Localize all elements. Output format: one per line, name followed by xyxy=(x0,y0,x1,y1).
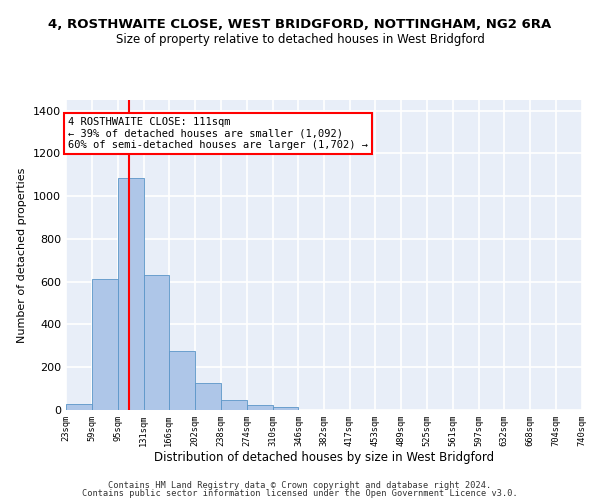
Text: 4 ROSTHWAITE CLOSE: 111sqm
← 39% of detached houses are smaller (1,092)
60% of s: 4 ROSTHWAITE CLOSE: 111sqm ← 39% of deta… xyxy=(68,117,368,150)
Text: Contains public sector information licensed under the Open Government Licence v3: Contains public sector information licen… xyxy=(82,489,518,498)
Bar xyxy=(66,404,92,410)
Bar xyxy=(169,351,195,410)
Text: Size of property relative to detached houses in West Bridgford: Size of property relative to detached ho… xyxy=(116,32,484,46)
Text: Distribution of detached houses by size in West Bridgford: Distribution of detached houses by size … xyxy=(154,451,494,464)
Text: 4, ROSTHWAITE CLOSE, WEST BRIDGFORD, NOTTINGHAM, NG2 6RA: 4, ROSTHWAITE CLOSE, WEST BRIDGFORD, NOT… xyxy=(49,18,551,30)
Bar xyxy=(195,384,221,410)
Bar xyxy=(118,178,144,410)
Text: Contains HM Land Registry data © Crown copyright and database right 2024.: Contains HM Land Registry data © Crown c… xyxy=(109,480,491,490)
Bar xyxy=(272,407,298,410)
Bar xyxy=(92,278,118,410)
Bar xyxy=(247,406,272,410)
Bar xyxy=(144,276,169,410)
Y-axis label: Number of detached properties: Number of detached properties xyxy=(17,168,28,342)
Bar xyxy=(221,400,247,410)
